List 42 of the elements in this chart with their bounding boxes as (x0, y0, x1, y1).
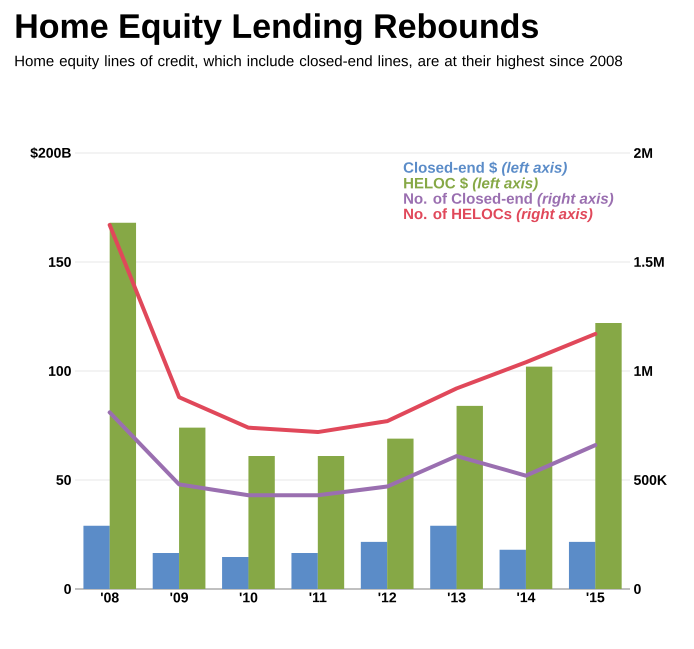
text: HELOC $ (left axis) (404, 177, 538, 192)
bar (318, 456, 344, 589)
chart-title: Home Equity Lending Rebounds (16, 13, 538, 46)
line-series (108, 222, 598, 434)
x-tick-label: '08 (100, 592, 119, 602)
x-tick-label: '12 (378, 592, 396, 602)
y-tick-label: 150 (48, 257, 71, 267)
bar (430, 526, 457, 589)
x-tick-label: '13 (448, 592, 466, 602)
bar (83, 526, 110, 589)
bar (248, 456, 275, 589)
y-tick-label: 50 (56, 475, 71, 485)
y2-tick-label: 1.5M (634, 257, 664, 267)
bar (387, 438, 414, 589)
bar (526, 366, 552, 589)
bar (456, 406, 483, 589)
bar (179, 428, 206, 589)
y2-tick-label: 500K (634, 475, 667, 485)
bar (152, 553, 180, 589)
x-tick-label: '14 (517, 592, 536, 602)
y-tick-label: $200B (30, 147, 71, 159)
bar (568, 542, 596, 589)
x-tick-label: '15 (586, 592, 604, 602)
bar (291, 553, 318, 589)
bar (222, 556, 248, 589)
text: No. of HELOCs (right axis) (404, 208, 592, 222)
bar (110, 222, 136, 589)
x-tick-label: '09 (170, 592, 188, 602)
line-series (108, 410, 598, 498)
x-tick-label: '10 (240, 592, 258, 602)
y-tick-label: 100 (48, 366, 71, 376)
bar (500, 550, 526, 589)
text: Closed-end $ (left axis) (404, 162, 567, 176)
bar (595, 323, 622, 589)
bar (360, 542, 388, 589)
y-tick-label: 0 (64, 584, 71, 594)
y2-tick-label: 1M (634, 366, 652, 376)
chart-subtitle: Home equity lines of credit, which include closed-end lines, are at their highest since 2008 (15, 55, 622, 70)
text: No. of Closed-end (right axis) (404, 192, 614, 207)
y2-tick-label: 2M (634, 148, 652, 158)
y2-tick-label: 0 (634, 584, 641, 594)
x-tick-label: '11 (310, 592, 326, 602)
